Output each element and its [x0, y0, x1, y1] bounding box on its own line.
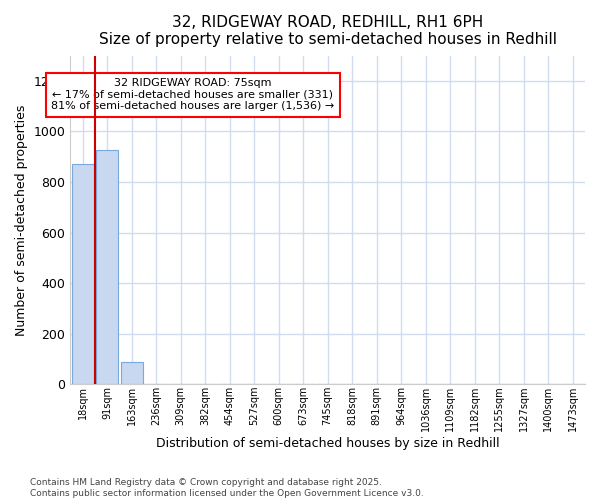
- Bar: [96, 150, 118, 384]
- Y-axis label: Number of semi-detached properties: Number of semi-detached properties: [15, 104, 28, 336]
- Bar: [121, 362, 143, 384]
- Bar: [71, 164, 94, 384]
- X-axis label: Distribution of semi-detached houses by size in Redhill: Distribution of semi-detached houses by …: [156, 437, 499, 450]
- Title: 32, RIDGEWAY ROAD, REDHILL, RH1 6PH
Size of property relative to semi-detached h: 32, RIDGEWAY ROAD, REDHILL, RH1 6PH Size…: [98, 15, 557, 48]
- Text: Contains HM Land Registry data © Crown copyright and database right 2025.
Contai: Contains HM Land Registry data © Crown c…: [30, 478, 424, 498]
- Text: 32 RIDGEWAY ROAD: 75sqm
← 17% of semi-detached houses are smaller (331)
81% of s: 32 RIDGEWAY ROAD: 75sqm ← 17% of semi-de…: [51, 78, 334, 112]
